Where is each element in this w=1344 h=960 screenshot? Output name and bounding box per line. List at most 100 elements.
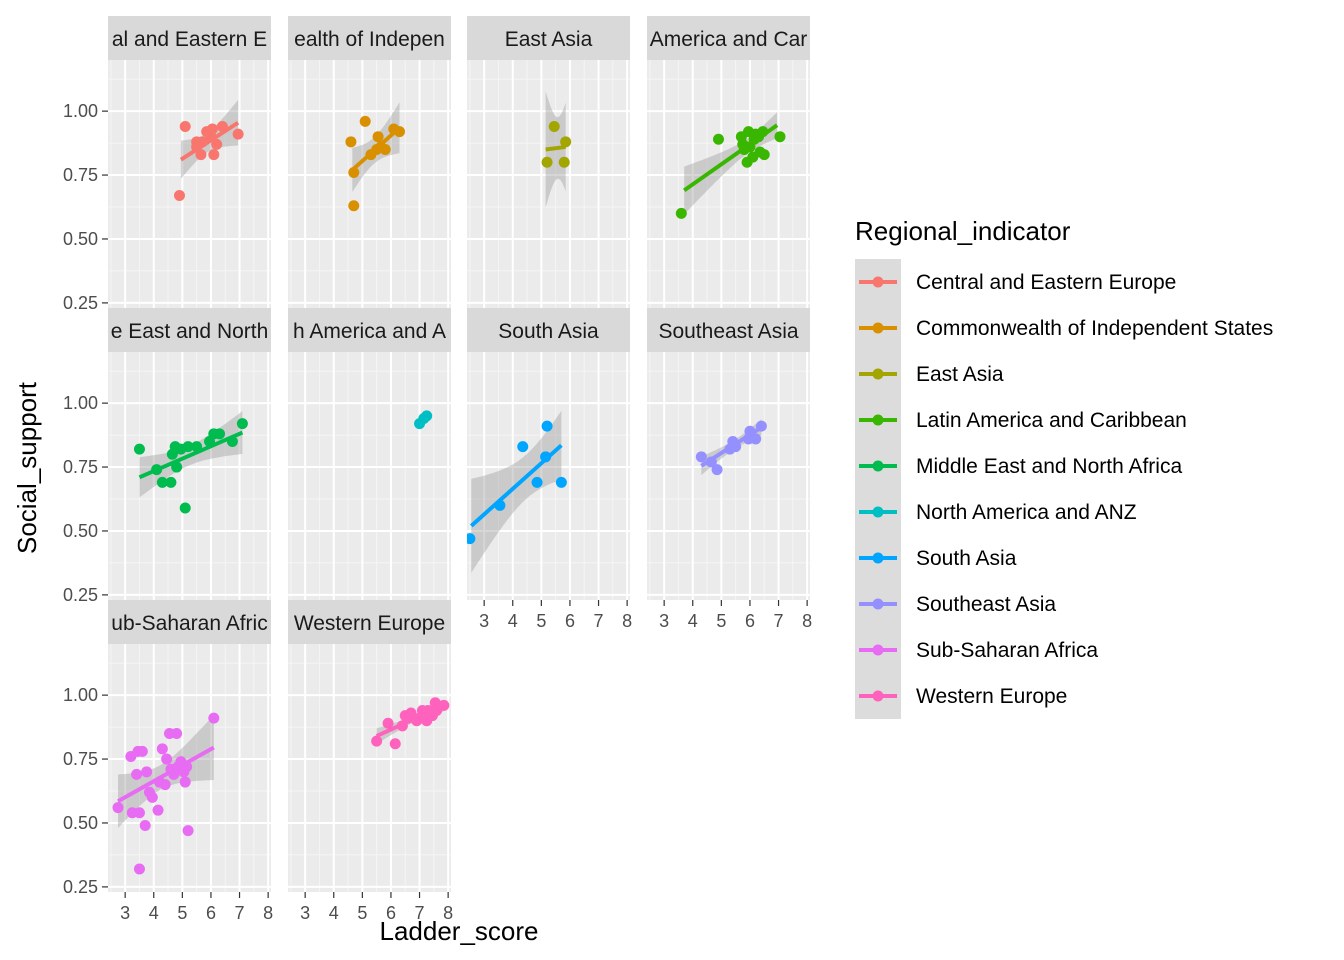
x-tick-label: 3 bbox=[659, 611, 669, 631]
y-tick-label: 0.75 bbox=[63, 165, 98, 185]
data-point bbox=[152, 804, 164, 816]
panel-grid bbox=[108, 644, 271, 892]
legend-label: East Asia bbox=[916, 363, 1004, 386]
data-point bbox=[156, 743, 168, 755]
facet-central-and-eastern-europe: al and Eastern E bbox=[108, 16, 271, 308]
data-point bbox=[438, 699, 450, 711]
legend-item: East Asia bbox=[855, 351, 1004, 397]
data-point bbox=[389, 738, 401, 750]
panel-grid bbox=[647, 352, 810, 600]
data-point bbox=[173, 190, 185, 202]
y-tick-label: 0.25 bbox=[63, 585, 98, 605]
legend-key-point bbox=[872, 276, 884, 288]
facet-strip bbox=[467, 16, 630, 60]
data-point bbox=[348, 166, 360, 178]
data-point bbox=[372, 131, 384, 143]
facet-strip-label: h America and A bbox=[293, 320, 446, 343]
data-point bbox=[165, 476, 177, 488]
y-axis-row-2: 0.25 0.50 0.75 1.00 bbox=[63, 393, 108, 605]
y-tick-label: 0.75 bbox=[63, 749, 98, 769]
panel-plot bbox=[541, 91, 572, 208]
data-point bbox=[750, 433, 762, 445]
data-point bbox=[744, 425, 756, 437]
data-point bbox=[146, 791, 158, 803]
facet-middle-east-and-north-africa: e East and North bbox=[108, 308, 271, 600]
panel-background bbox=[108, 60, 271, 308]
panel-grid bbox=[288, 644, 451, 892]
data-point bbox=[711, 464, 723, 476]
data-point bbox=[179, 776, 191, 788]
data-point bbox=[179, 120, 191, 132]
data-point bbox=[141, 766, 153, 778]
regression-line bbox=[117, 745, 215, 803]
facet-strip bbox=[647, 16, 810, 60]
panel-grid bbox=[467, 352, 630, 600]
data-point bbox=[558, 156, 570, 168]
data-point bbox=[560, 136, 572, 148]
y-axes: 0.25 0.50 0.75 1.00 0.25 0.50 0.75 1.00 0.25 0.50… bbox=[63, 101, 108, 897]
x-tick-label: 3 bbox=[120, 903, 130, 923]
panel-background bbox=[647, 352, 810, 600]
regression-line bbox=[545, 144, 566, 152]
panel-plot bbox=[675, 112, 786, 219]
x-tick-label: 4 bbox=[149, 903, 159, 923]
legend-label: Middle East and North Africa bbox=[916, 455, 1182, 478]
panel-plot bbox=[371, 697, 450, 750]
panel-plot bbox=[345, 102, 406, 212]
legend-title: Regional_indicator bbox=[855, 216, 1071, 246]
x-tick-label: 5 bbox=[177, 903, 187, 923]
data-point bbox=[181, 761, 193, 773]
data-point bbox=[359, 115, 371, 127]
legend-item: Sub-Saharan Africa bbox=[855, 627, 1098, 673]
panel-background bbox=[288, 352, 451, 600]
panel-grid bbox=[288, 60, 451, 308]
x-tick-label: 7 bbox=[415, 903, 425, 923]
data-point bbox=[214, 428, 226, 440]
x-tick-label: 8 bbox=[802, 611, 812, 631]
facet-strip bbox=[288, 308, 451, 352]
x-tick-label: 7 bbox=[774, 611, 784, 631]
data-point bbox=[133, 443, 145, 455]
data-point bbox=[139, 820, 151, 832]
panel-background bbox=[467, 60, 630, 308]
legend-label: North America and ANZ bbox=[916, 501, 1137, 524]
facet-strip-label: South Asia bbox=[498, 320, 599, 343]
data-point bbox=[712, 133, 724, 145]
y-tick-label: 1.00 bbox=[63, 685, 98, 705]
x-tick-label: 8 bbox=[443, 903, 453, 923]
y-tick-label: 0.25 bbox=[63, 293, 98, 313]
data-point bbox=[541, 156, 553, 168]
data-point bbox=[112, 802, 124, 814]
data-point bbox=[182, 441, 194, 453]
data-point bbox=[133, 863, 145, 875]
y-tick-label: 0.50 bbox=[63, 813, 98, 833]
panel-plot bbox=[173, 99, 244, 202]
data-point bbox=[131, 768, 143, 780]
facet-strip bbox=[108, 308, 271, 352]
data-point bbox=[348, 200, 360, 212]
x-tick-label: 3 bbox=[300, 903, 310, 923]
facet-strip-label: e East and North bbox=[111, 320, 269, 343]
y-tick-label: 1.00 bbox=[63, 393, 98, 413]
facet-strip-label: Western Europe bbox=[294, 612, 445, 635]
x-axes: 3 4 5 6 7 8 3 4 5 6 7 83 4 5 6 7 8 3 4 5 6 7 8 bbox=[120, 600, 812, 923]
facet-southeast-asia: Southeast Asia bbox=[647, 308, 810, 600]
data-point bbox=[191, 441, 203, 453]
data-point bbox=[226, 435, 238, 447]
data-point bbox=[695, 451, 707, 463]
panel-grid bbox=[288, 352, 451, 600]
data-point bbox=[467, 533, 476, 545]
data-point bbox=[345, 136, 357, 148]
legend-label: Southeast Asia bbox=[916, 593, 1056, 616]
data-point bbox=[730, 441, 742, 453]
legend-key-point bbox=[872, 322, 884, 334]
x-tick-label: 6 bbox=[386, 903, 396, 923]
legend-key-point bbox=[872, 690, 884, 702]
facet-strip bbox=[108, 600, 271, 644]
legend-key-point bbox=[872, 460, 884, 472]
x-tick-label: 7 bbox=[235, 903, 245, 923]
facet-western-europe: Western Europe bbox=[288, 600, 451, 892]
x-tick-label: 3 bbox=[479, 611, 489, 631]
facet-strip bbox=[108, 16, 271, 60]
